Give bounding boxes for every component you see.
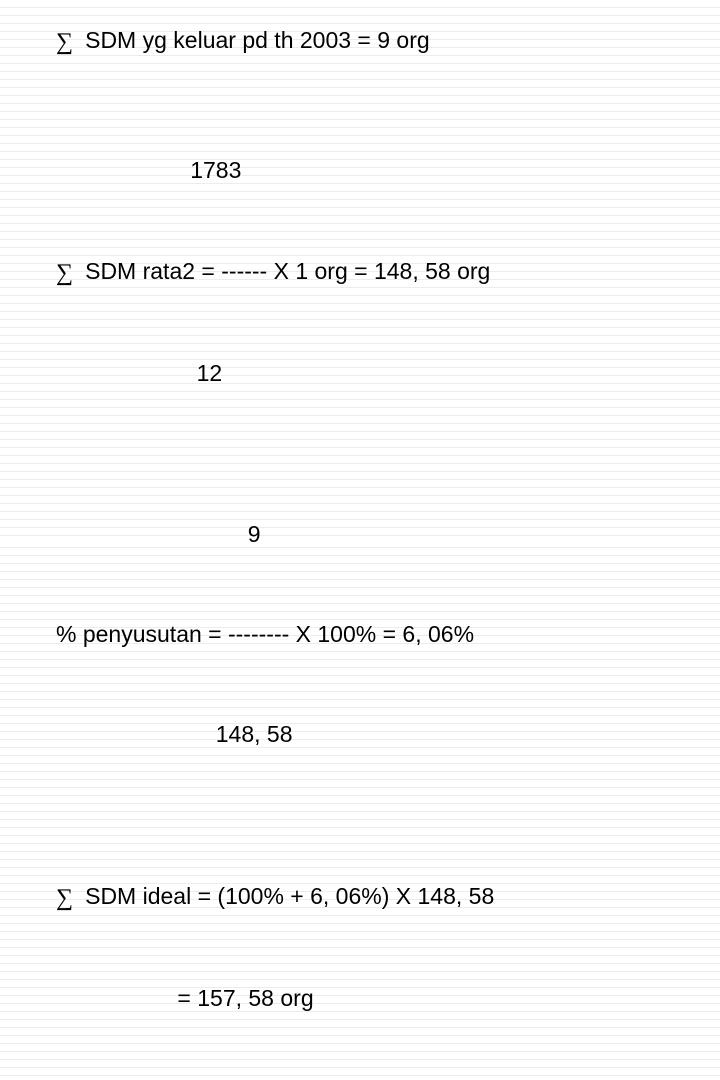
sigma-bullet: ∑: [56, 256, 73, 291]
sigma-bullet: ∑: [56, 25, 73, 60]
text-penyusutan: % penyusutan = -------- X 100% = 6, 06%: [56, 618, 680, 651]
text-sdm-ideal-line2: = 157, 58 org: [56, 982, 680, 1015]
item-sdm-rata2: 1783 ∑ SDM rata2 = ------ X 1 org = 148,…: [56, 88, 680, 424]
fraction-denominator-14858: 148, 58: [56, 718, 680, 751]
fraction-denominator-12: 12: [56, 357, 680, 390]
text-sdm-ideal-line1: SDM ideal = (100% + 6, 06%) X 148, 58: [85, 880, 494, 913]
item-sdm-keluar: ∑ SDM yg keluar pd th 2003 = 9 org: [56, 24, 680, 60]
text-sdm-keluar: SDM yg keluar pd th 2003 = 9 org: [85, 24, 430, 57]
sigma-bullet: ∑: [56, 881, 73, 916]
item-penyusutan: 9 % penyusutan = -------- X 100% = 6, 06…: [56, 452, 680, 785]
fraction-numerator-9: 9: [56, 518, 680, 551]
fraction-numerator-1783: 1783: [56, 154, 680, 187]
item-sdm-ideal: ∑ SDM ideal = (100% + 6, 06%) X 148, 58 …: [56, 813, 680, 1080]
text-sdm-rata2: SDM rata2 = ------ X 1 org = 148, 58 org: [85, 255, 490, 288]
